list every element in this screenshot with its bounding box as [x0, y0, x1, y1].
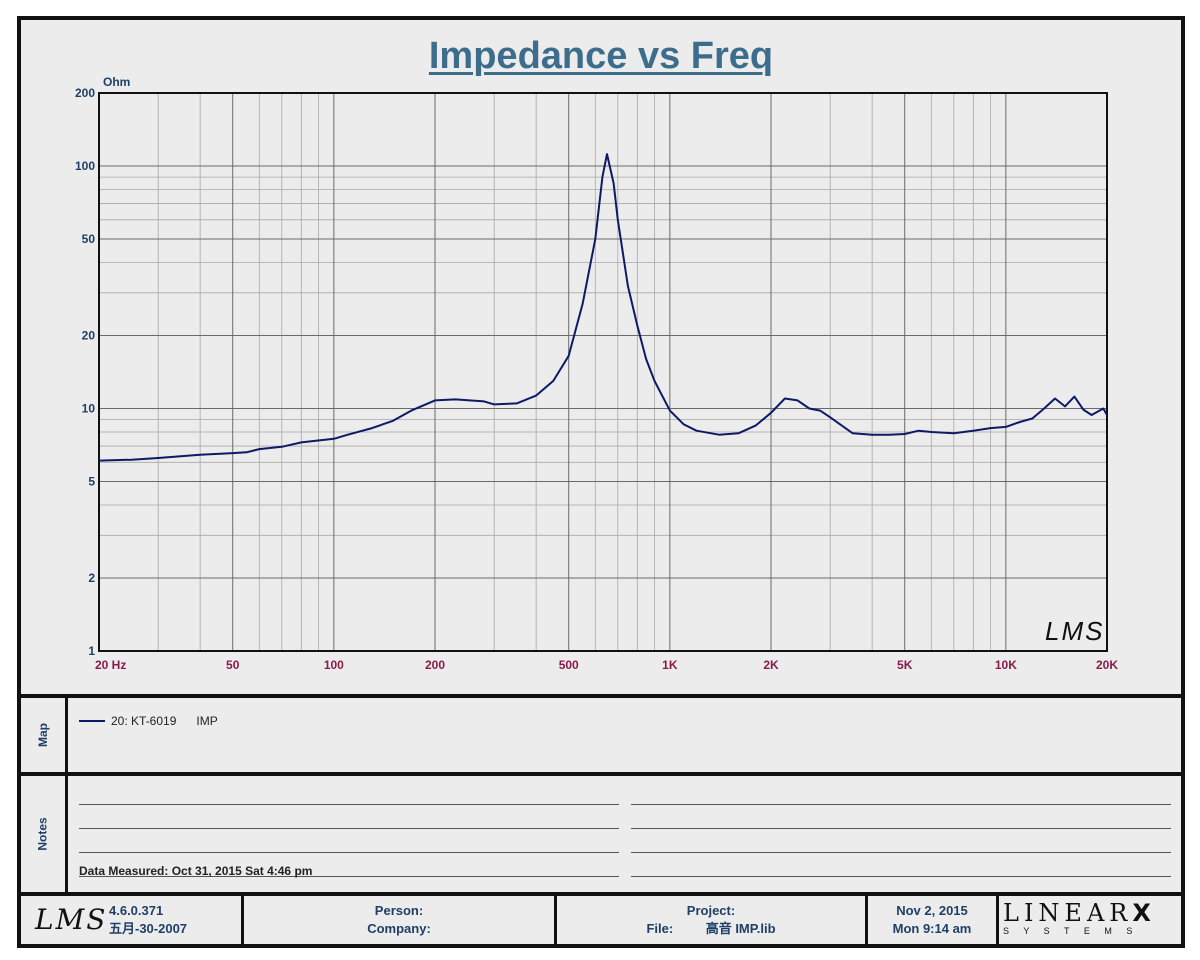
x-tick-labels: 20 Hz 50 100 200 500 1K 2K 5K 10K 20K [95, 658, 1118, 672]
x-tick-label: 10K [995, 658, 1017, 672]
data-measured-text: Data Measured: Oct 31, 2015 Sat 4:46 pm [79, 864, 313, 878]
linearx-systems: S Y S T E M S [1003, 926, 1139, 936]
notes-line [631, 852, 1171, 853]
legend-series-name: 20: KT-6019 [111, 714, 177, 728]
legend-series-type: IMP [196, 714, 218, 728]
y-tick-label: 5 [88, 474, 95, 488]
chart-title: Impedance vs Freq [428, 35, 774, 77]
legend-swatch [79, 720, 105, 722]
footer-datetime: Nov 2, 2015 Mon 9:14 am [892, 903, 972, 936]
impedance-chart: 1 2 5 10 20 50 100 200 20 Hz 50 100 200 500 1K 2K 5K 10… [75, 75, 1118, 672]
footer-lms-logo: LMS [35, 903, 108, 936]
lms-watermark: LMS [1045, 616, 1104, 646]
footer-project-file: Project: File: 高音 IMP.lib [646, 903, 776, 936]
y-tick-label: 2 [88, 571, 95, 585]
x-tick-label: 20K [1096, 658, 1118, 672]
x-tick-label: 500 [559, 658, 579, 672]
footer-divider [554, 896, 557, 944]
notes-line [631, 804, 1171, 805]
divider-notes-footer [21, 892, 1181, 896]
x-tick-label: 5K [897, 658, 913, 672]
footer-divider [996, 896, 999, 944]
notes-line [631, 876, 1171, 877]
x-tick-label: 20 Hz [95, 658, 126, 672]
series-layer [98, 153, 1108, 462]
y-tick-label: 100 [75, 159, 95, 173]
linearx-wordmark: LINEAR [1003, 899, 1133, 927]
footer-divider [865, 896, 868, 944]
x-tick-label: 200 [425, 658, 445, 672]
footer-version: 4.6.0.371 五月-30-2007 [109, 903, 188, 936]
impedance-curve [98, 153, 1108, 462]
notes-line [79, 804, 619, 805]
x-tick-label: 100 [324, 658, 344, 672]
x-tick-label: 2K [763, 658, 779, 672]
y-tick-label: 20 [82, 329, 96, 343]
y-tick-label: 200 [75, 86, 95, 100]
legend-entry: 20: KT-6019 IMP [79, 714, 218, 728]
map-divider [65, 698, 68, 772]
linearx-logo: LINEARX S Y S T E M S [1003, 896, 1175, 944]
footer-divider [241, 896, 244, 944]
y-tick-label: 1 [88, 644, 95, 658]
file-name: 高音 IMP.lib [705, 921, 776, 936]
notes-line [631, 828, 1171, 829]
y-axis-label: Ohm [103, 75, 130, 89]
grid-minor [99, 93, 1107, 651]
plot-panel: Impedance vs Freq 1 2 5 10 20 50 100 200 20 Hz 5… [21, 20, 1181, 694]
linearx-x-mark: X [1132, 899, 1156, 927]
x-tick-label: 50 [226, 658, 240, 672]
divider-plot-map [21, 694, 1181, 698]
map-section-label: Map [36, 723, 50, 747]
notes-line [79, 876, 619, 877]
notes-section-label: Notes [36, 817, 50, 851]
x-tick-label: 1K [662, 658, 678, 672]
y-tick-label: 50 [82, 232, 96, 246]
y-tick-labels: 1 2 5 10 20 50 100 200 [75, 86, 95, 658]
notes-divider [65, 776, 68, 892]
report-frame: Impedance vs Freq 1 2 5 10 20 50 100 200 20 Hz 5… [17, 16, 1185, 948]
y-tick-label: 10 [82, 401, 96, 415]
divider-map-notes [21, 772, 1181, 776]
notes-line [79, 828, 619, 829]
plot-border [98, 92, 1108, 652]
notes-line [79, 852, 619, 853]
footer-person-company: Person: Company: [367, 903, 431, 936]
